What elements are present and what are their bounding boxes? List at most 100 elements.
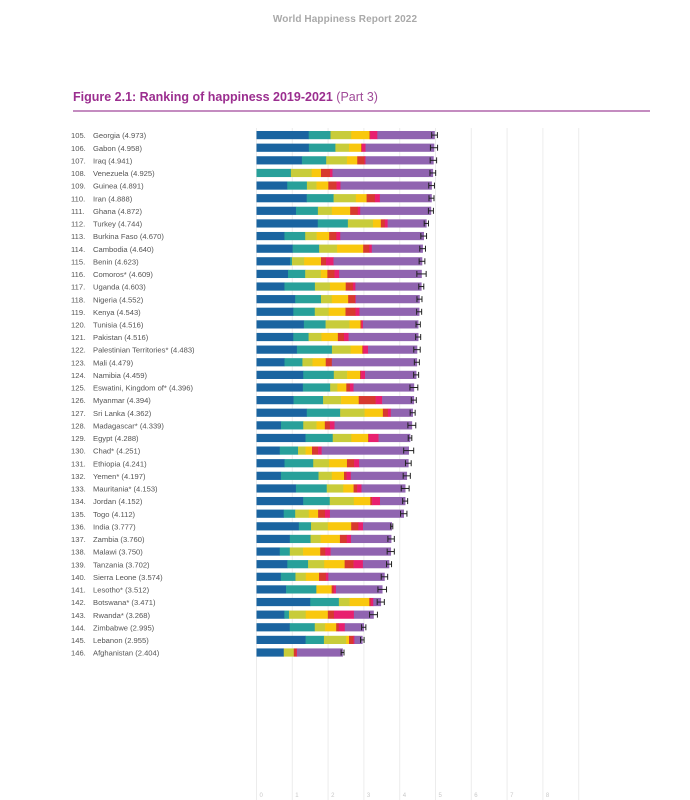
bar-segment-generosity (369, 597, 372, 607)
row-country-label: Tunisia (4.516) (93, 321, 144, 330)
bar-segment-corruption (358, 522, 364, 531)
bar-segment-social-support (296, 345, 333, 354)
error-bar (416, 270, 427, 277)
chart-row (256, 194, 435, 203)
bar-segment-generosity (319, 572, 327, 581)
error-bar (419, 245, 426, 252)
error-bar (376, 599, 385, 606)
chart-row (256, 560, 393, 569)
bar-segment-freedom (353, 496, 371, 506)
bar-segment-corruption (325, 547, 331, 556)
error-bar (415, 334, 422, 341)
bar-segment-generosity (345, 282, 354, 291)
bar-segment-freedom (337, 383, 347, 392)
chart-row (256, 181, 435, 190)
bar-segment-freedom (349, 320, 361, 329)
error-bar (377, 586, 388, 593)
bar-segment-corruption (374, 194, 381, 203)
bar-segment-corruption (333, 610, 355, 619)
bar-segment-generosity (380, 219, 386, 228)
error-bar (409, 409, 416, 416)
error-bar (428, 182, 435, 189)
bar-segment-dystopia-residual (368, 345, 418, 354)
bar-segment-generosity (343, 471, 347, 480)
bar-segment-healthy-life (303, 421, 317, 430)
chart-row (256, 421, 417, 430)
bar-segment-healthy-life (330, 131, 352, 140)
row-country-label: Guinea (4.891) (93, 182, 144, 191)
chart-row (256, 396, 417, 405)
bar-segment-freedom (308, 509, 319, 518)
row-rank-label: 129. (71, 434, 86, 443)
row-rank-label: 126. (71, 396, 86, 405)
bar-segment-social-support (279, 547, 291, 556)
row-country-label: Chad* (4.251) (93, 447, 141, 456)
bar-segment-freedom (327, 522, 352, 531)
bar-segment-dystopia-residual (355, 295, 420, 304)
row-rank-label: 117. (71, 283, 85, 292)
bar-segment-freedom (329, 459, 348, 468)
row-country-label: Mali (4.479) (93, 358, 134, 367)
chart-row (256, 471, 411, 480)
bar-segment-corruption (343, 332, 349, 342)
chart-row (256, 408, 416, 417)
bar-segment-corruption (370, 597, 374, 607)
row-rank-label: 134. (71, 497, 86, 506)
x-axis-ticks: 0 1 2 3 4 5 6 7 8 (260, 793, 550, 799)
error-bar (400, 485, 410, 492)
figure-title: Figure 2.1: Ranking of happiness 2019-20… (73, 90, 378, 104)
bar-segment-generosity (324, 421, 331, 430)
bar-segment-gdp (256, 648, 285, 657)
bar-segment-social-support (286, 585, 317, 594)
row-country-label: Eswatini, Kingdom of* (4.396) (93, 384, 194, 393)
bar-segment-social-support (287, 560, 309, 569)
bar-segment-corruption (357, 206, 361, 215)
bar-segment-generosity (327, 269, 335, 279)
row-country-label: Mauritania* (4.153) (93, 485, 158, 494)
row-rank-label: 141. (71, 586, 86, 595)
chart-row (256, 446, 415, 455)
bar-segment-social-support (301, 156, 327, 165)
bar-segment-freedom (372, 219, 382, 228)
bar-segment-healthy-life (323, 635, 347, 644)
bar-segment-social-support (287, 269, 306, 279)
row-rank-label: 115. (71, 257, 85, 266)
row-rank-label: 119. (71, 308, 85, 317)
bar-segment-social-support (295, 295, 322, 304)
row-rank-label: 145. (71, 636, 86, 645)
bar-segment-social-support (308, 143, 336, 152)
error-bar (410, 397, 417, 404)
bar-segment-social-support (303, 496, 331, 506)
error-bar (390, 523, 394, 530)
chart-row (256, 648, 345, 657)
bar-segment-corruption (354, 295, 357, 304)
bar-segment-healthy-life (311, 522, 329, 531)
bar-segment-dystopia-residual (365, 143, 435, 152)
bar-segment-social-support (302, 383, 331, 392)
bar-segment-dystopia-residual (362, 320, 419, 329)
bar-segment-healthy-life (323, 396, 342, 405)
bar-segment-corruption (333, 585, 337, 594)
chart-row (256, 156, 438, 165)
row-country-label: Comoros* (4.609) (93, 270, 153, 279)
chart-row (256, 307, 423, 316)
bar-segment-freedom (325, 623, 337, 632)
error-bar (369, 611, 378, 618)
chart-row (256, 358, 420, 367)
bar-segment-generosity (329, 231, 337, 241)
row-rank-label: 111. (71, 207, 85, 216)
bar-segment-corruption (336, 231, 341, 241)
bar-segment-generosity (320, 547, 326, 556)
bar-segment-freedom (346, 156, 358, 165)
bar-segment-healthy-life (298, 446, 306, 455)
bar-segment-freedom (351, 433, 369, 443)
bar-segment-dystopia-residual (390, 408, 413, 417)
bar-segment-healthy-life (333, 370, 348, 379)
row-rank-label: 110. (71, 194, 85, 203)
bars (256, 131, 439, 657)
bar-segment-generosity (325, 358, 333, 367)
row-labels: 105. Georgia (4.973) 106. Gabon (4.958) 107.… (71, 131, 195, 657)
bar-segment-gdp (256, 459, 285, 468)
bar-segment-dystopia-residual (378, 433, 411, 443)
bar-segment-gdp (256, 131, 309, 140)
